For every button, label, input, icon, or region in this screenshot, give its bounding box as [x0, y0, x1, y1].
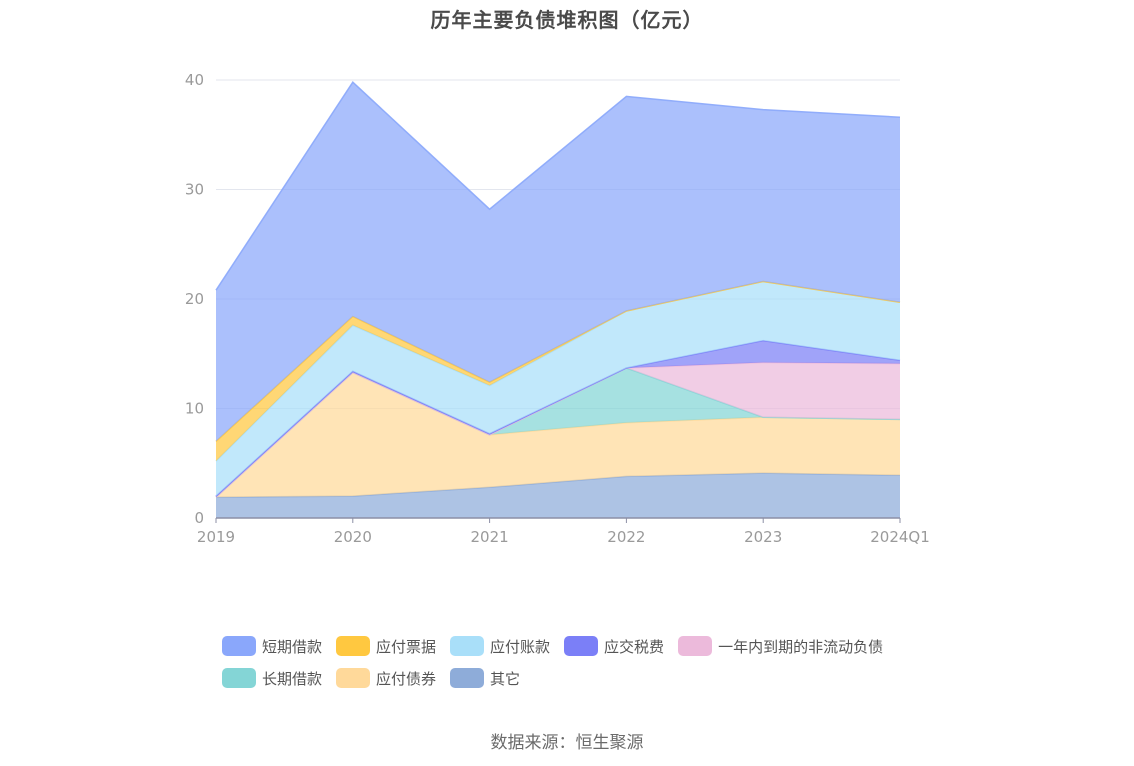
- x-tick-label-3: 2022: [607, 528, 645, 546]
- y-tick-label-10: 10: [185, 400, 204, 418]
- legend-item-accounts-payable[interactable]: 应付账款: [450, 636, 550, 657]
- area-series-4: [216, 340, 900, 498]
- legend-item-bonds-payable[interactable]: 应付债券: [336, 668, 436, 689]
- y-tick-label-30: 30: [185, 181, 204, 199]
- chart-legend: 短期借款 应付票据 应付账款 应交税费 一年内到期的非流动负债 长期借款 应付债…: [222, 630, 982, 694]
- legend-item-current-noncurrent-liabilities[interactable]: 一年内到期的非流动负债: [678, 636, 883, 657]
- legend-swatch-current-noncurrent-liabilities: [678, 636, 713, 656]
- legend-item-notes-payable[interactable]: 应付票据: [336, 636, 436, 657]
- area-series-1: [216, 372, 900, 498]
- legend-label-long-term-loans: 长期借款: [262, 669, 323, 688]
- legend-swatch-notes-payable: [336, 636, 371, 656]
- x-tick-label-5: 2024Q1: [870, 528, 930, 546]
- legend-item-short-term-loans[interactable]: 短期借款: [222, 636, 322, 657]
- legend-swatch-accounts-payable: [450, 636, 485, 656]
- legend-swatch-taxes-payable: [564, 636, 599, 656]
- x-tick-label-4: 2023: [744, 528, 782, 546]
- area-series-0: [216, 473, 900, 518]
- legend-label-taxes-payable: 应交税费: [604, 637, 665, 656]
- area-series-edge-7: [215, 81, 901, 291]
- legend-label-short-term-loans: 短期借款: [262, 637, 323, 656]
- legend-row-1: 短期借款 应付票据 应付账款 应交税费 一年内到期的非流动负债: [222, 630, 982, 662]
- legend-label-other: 其它: [490, 669, 521, 688]
- legend-label-notes-payable: 应付票据: [376, 637, 437, 656]
- area-series-7: [216, 82, 900, 442]
- legend-row-2: 长期借款 应付债券 其它: [222, 662, 982, 694]
- legend-swatch-long-term-loans: [222, 668, 256, 688]
- legend-item-long-term-loans[interactable]: 长期借款: [222, 668, 322, 689]
- legend-label-current-noncurrent-liabilities: 一年内到期的非流动负债: [718, 637, 884, 656]
- legend-swatch-other: [450, 668, 485, 688]
- y-tick-label-20: 20: [185, 290, 204, 308]
- x-tick-label-1: 2020: [334, 528, 372, 546]
- area-series-5: [216, 281, 900, 497]
- chart-title: 历年主要负债堆积图（亿元）: [430, 8, 704, 32]
- legend-swatch-short-term-loans: [222, 636, 256, 656]
- legend-swatch-bonds-payable: [336, 668, 371, 688]
- x-tick-label-0: 2019: [197, 528, 235, 546]
- y-tick-label-40: 40: [185, 71, 204, 89]
- x-tick-label-2: 2021: [471, 528, 509, 546]
- data-source-note: 数据来源：恒生聚源: [490, 733, 644, 753]
- legend-item-taxes-payable[interactable]: 应交税费: [564, 636, 664, 657]
- legend-label-accounts-payable: 应付账款: [490, 637, 551, 656]
- area-series-layer: [215, 81, 901, 518]
- legend-item-other[interactable]: 其它: [450, 668, 520, 689]
- area-series-3: [216, 362, 900, 498]
- legend-label-bonds-payable: 应付债券: [376, 669, 437, 688]
- y-tick-label-0: 0: [194, 509, 204, 527]
- axes: 0 10 20 30 40 2019 2020 2021 2022 2023 2024Q1: [185, 71, 930, 546]
